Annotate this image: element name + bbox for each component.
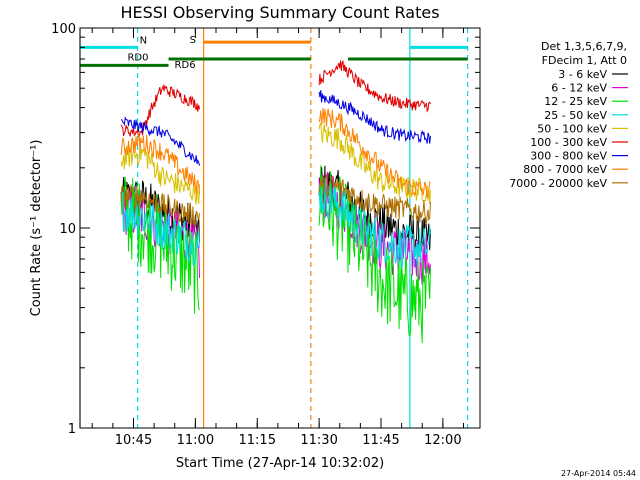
legend: Det 1,3,5,6,7,9, FDecim 1, Att 0 3 - 6 k… — [509, 40, 628, 190]
legend-label-50-100kev: 50 - 100 keV — [537, 122, 607, 135]
series-line-12-25kev — [120, 165, 431, 344]
series-line-300-800kev — [120, 90, 431, 166]
series-line-25-50kev — [120, 178, 431, 270]
x-tick-label-4: 11:30 — [300, 433, 337, 448]
x-axis-label: Start Time (27-Apr-14 10:32:02) — [176, 456, 384, 471]
series-line-50-100kev — [120, 122, 431, 205]
x-tick-label-3: 11:15 — [239, 433, 276, 448]
y-tick-label-2: 10 — [59, 222, 76, 237]
series-line-7000-20000kev — [120, 174, 431, 228]
legend-label-12-25kev: 12 - 25 keV — [544, 95, 607, 108]
y-axis-label: Count Rate (s⁻¹ detector⁻¹) — [29, 140, 44, 317]
plot-frame — [79, 27, 481, 429]
legend-label-7000-20000kev: 7000 - 20000 keV — [509, 177, 607, 190]
annotation-label-rd6: RD6 — [175, 60, 196, 71]
legend-label-3-6kev: 3 - 6 keV — [558, 68, 607, 81]
x-axis-ticks: 10:45 11:00 11:15 11:30 11:45 12:00 — [91, 28, 464, 448]
legend-label-6-12kev: 6 - 12 keV — [551, 82, 607, 95]
series-line-100-300kev — [120, 60, 431, 138]
plot-area: N S RD0 RD6 — [79, 28, 469, 428]
y-axis-ticks: 1 10 100 — [51, 22, 480, 437]
legend-label-100-300kev: 100 - 300 keV — [530, 136, 607, 149]
legend-label-25-50kev: 25 - 50 keV — [544, 109, 607, 122]
x-tick-label-1: 10:45 — [115, 433, 152, 448]
x-tick-label-2: 11:00 — [177, 433, 214, 448]
y-tick-label-1: 1 — [68, 422, 76, 437]
series-line-800-7000kev — [120, 108, 431, 199]
legend-label-300-800kev: 300 - 800 keV — [530, 150, 607, 163]
y-tick-label-3: 100 — [51, 22, 76, 37]
timestamp: 27-Apr-2014 05:44 — [561, 469, 636, 478]
chart-title: HESSI Observing Summary Count Rates — [120, 3, 439, 22]
legend-header-2: FDecim 1, Att 0 — [542, 54, 627, 67]
annotation-label-n: N — [140, 35, 147, 46]
annotation-label-s: S — [190, 35, 196, 46]
annotation-label-rd0: RD0 — [127, 52, 148, 63]
legend-label-800-7000kev: 800 - 7000 keV — [523, 163, 607, 176]
x-tick-label-6: 12:00 — [424, 433, 461, 448]
legend-header-1: Det 1,3,5,6,7,9, — [541, 40, 627, 53]
x-tick-label-5: 11:45 — [362, 433, 399, 448]
